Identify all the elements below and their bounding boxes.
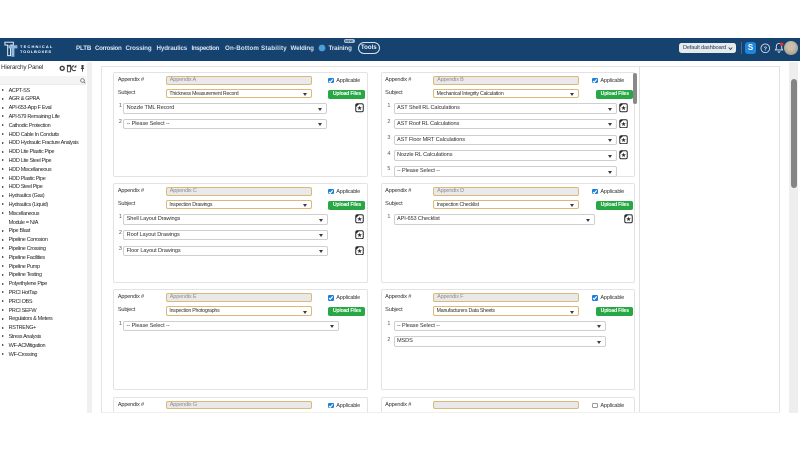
svg-text:?: ? [764, 46, 768, 52]
